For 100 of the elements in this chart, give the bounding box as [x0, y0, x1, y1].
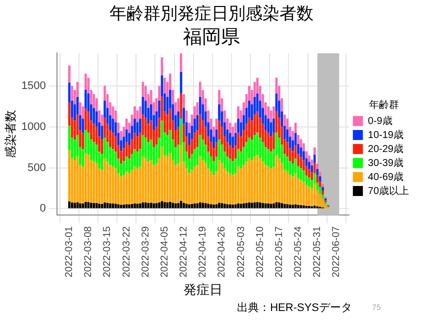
bar	[228, 122, 232, 133]
bar	[267, 132, 270, 150]
bar	[286, 204, 289, 208]
bar	[267, 204, 270, 208]
x-tick-label: 2022-04-19	[198, 226, 209, 278]
chart-title: 年齢群別発症日別感染者数	[110, 4, 314, 23]
bar	[232, 136, 234, 148]
y-tick-label: 0	[40, 202, 46, 215]
x-tick-label: 2022-04-05	[159, 226, 170, 278]
bar	[207, 204, 210, 208]
bar	[254, 202, 256, 208]
bar	[79, 115, 82, 130]
bar	[248, 158, 250, 203]
y-axis-title: 感染者数	[4, 110, 18, 158]
bar	[292, 176, 294, 205]
bar	[92, 202, 96, 208]
bar	[68, 65, 70, 83]
x-tick-label: 2022-04-26	[216, 226, 228, 278]
bar	[322, 194, 324, 199]
bar	[104, 202, 106, 208]
bar	[302, 143, 305, 152]
bar	[313, 206, 316, 208]
bar	[218, 160, 220, 203]
bar	[139, 106, 142, 119]
bar	[232, 126, 234, 137]
bar	[98, 204, 100, 208]
bar	[322, 190, 324, 194]
bar	[308, 178, 310, 187]
bar	[286, 172, 289, 204]
bar	[202, 202, 204, 208]
bar	[228, 145, 232, 159]
bar	[169, 153, 172, 202]
bar	[134, 149, 136, 167]
bar	[87, 155, 90, 202]
bar	[198, 156, 202, 202]
bar	[194, 166, 196, 204]
bar	[68, 202, 70, 208]
bar	[232, 161, 234, 176]
bar	[313, 154, 316, 164]
bar	[302, 205, 305, 208]
bar	[92, 142, 96, 162]
bar	[134, 204, 136, 208]
bar	[144, 202, 147, 208]
bar	[202, 160, 204, 203]
bar	[262, 162, 264, 203]
bar	[242, 165, 245, 204]
source-note: 出典：HER-SYSデータ	[237, 301, 352, 314]
bar	[144, 138, 147, 158]
bar	[258, 158, 262, 203]
x-tick-label: 2022-05-10	[254, 226, 266, 278]
bar	[310, 165, 314, 172]
x-tick-label: 2022-04-12	[178, 226, 190, 278]
bar	[212, 175, 215, 205]
bar	[283, 114, 286, 126]
bar	[204, 203, 207, 208]
bar	[262, 202, 264, 208]
bar	[226, 172, 229, 204]
x-tick-label: 2022-05-24	[293, 226, 304, 278]
text: 75	[372, 303, 382, 312]
bar	[272, 204, 275, 208]
bar	[152, 203, 155, 208]
bar	[109, 165, 112, 204]
bar	[310, 160, 314, 166]
bar	[117, 204, 120, 208]
bar	[256, 202, 259, 208]
bar	[90, 202, 92, 208]
bar	[258, 202, 262, 208]
bar	[84, 90, 87, 109]
bar	[174, 203, 177, 208]
bar	[237, 204, 240, 208]
bar	[232, 175, 234, 205]
bar	[204, 163, 207, 204]
bar	[316, 169, 318, 176]
bar	[172, 202, 174, 208]
bar	[313, 147, 316, 155]
x-tick-label: 2022-06-07	[331, 226, 342, 278]
bar	[316, 164, 318, 170]
y-tick-label: 500	[28, 162, 46, 174]
bar	[79, 203, 82, 208]
bar	[164, 78, 166, 94]
bar	[194, 204, 196, 208]
legend-label: 40-69歳	[368, 170, 404, 183]
bar	[158, 202, 160, 208]
bar	[232, 204, 234, 208]
bar	[74, 160, 76, 203]
bar	[144, 158, 147, 203]
x-tick-label: 2022-05-03	[236, 226, 247, 278]
x-tick-label: 2022-03-15	[102, 226, 114, 278]
bar	[297, 135, 300, 144]
bar	[286, 156, 289, 172]
bar	[254, 135, 256, 157]
bar	[242, 203, 245, 208]
bar	[134, 166, 136, 204]
bar	[74, 202, 76, 208]
x-tick-label: 2022-05-31	[312, 226, 324, 278]
x-axis-title: 発症日	[183, 282, 222, 297]
bar	[267, 106, 270, 119]
bar	[87, 202, 90, 208]
bar	[267, 118, 270, 133]
bar	[248, 138, 250, 158]
